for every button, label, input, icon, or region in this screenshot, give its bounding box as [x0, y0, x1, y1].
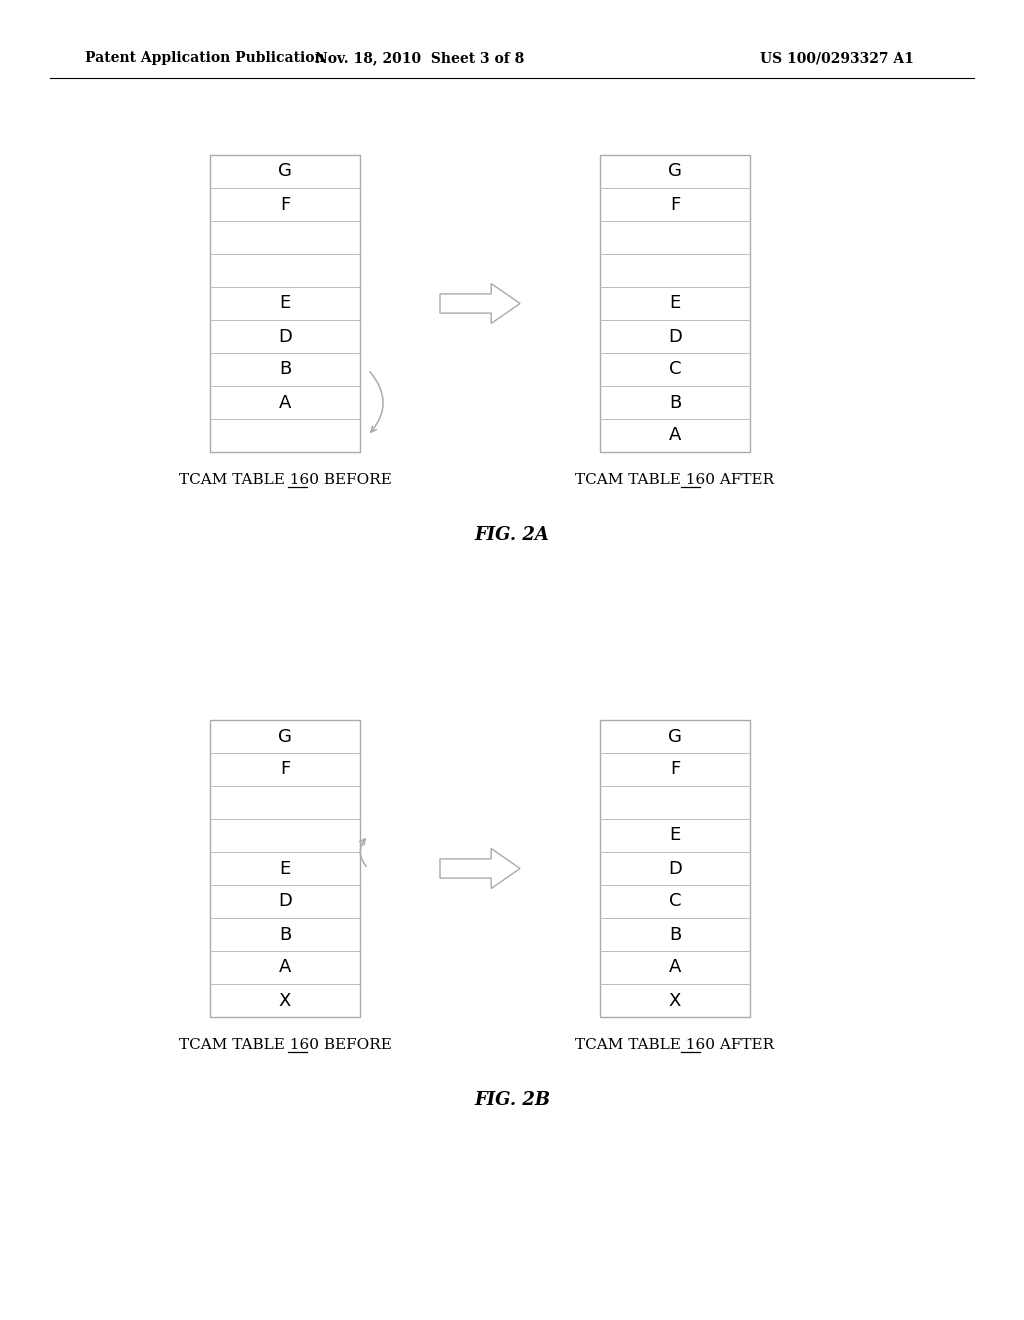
Text: B: B — [669, 925, 681, 944]
Text: E: E — [280, 294, 291, 313]
Text: G: G — [668, 162, 682, 181]
Bar — [600, 719, 750, 1016]
Text: TCAM TABLE 160 AFTER: TCAM TABLE 160 AFTER — [575, 1038, 774, 1052]
Text: Patent Application Publication: Patent Application Publication — [85, 51, 325, 65]
Bar — [210, 154, 360, 451]
Text: C: C — [669, 360, 681, 379]
Text: E: E — [670, 294, 681, 313]
Text: US 100/0293327 A1: US 100/0293327 A1 — [760, 51, 913, 65]
Text: FIG. 2A: FIG. 2A — [474, 525, 550, 544]
Text: A: A — [279, 958, 291, 977]
Bar — [600, 154, 750, 451]
Text: F: F — [280, 195, 290, 214]
Polygon shape — [440, 284, 520, 323]
Text: G: G — [279, 162, 292, 181]
Text: A: A — [279, 393, 291, 412]
Text: B: B — [279, 360, 291, 379]
Text: FIG. 2B: FIG. 2B — [474, 1092, 550, 1109]
Text: E: E — [670, 826, 681, 845]
Text: F: F — [670, 760, 680, 779]
Text: TCAM TABLE 160 BEFORE: TCAM TABLE 160 BEFORE — [178, 473, 391, 487]
Text: B: B — [669, 393, 681, 412]
Text: D: D — [279, 892, 292, 911]
Text: TCAM TABLE 160 BEFORE: TCAM TABLE 160 BEFORE — [178, 1038, 391, 1052]
Text: G: G — [279, 727, 292, 746]
Text: G: G — [668, 727, 682, 746]
Text: X: X — [279, 991, 291, 1010]
Bar — [210, 719, 360, 1016]
Text: E: E — [280, 859, 291, 878]
Text: B: B — [279, 925, 291, 944]
Text: X: X — [669, 991, 681, 1010]
Text: A: A — [669, 426, 681, 445]
Text: D: D — [279, 327, 292, 346]
Text: TCAM TABLE 160 AFTER: TCAM TABLE 160 AFTER — [575, 473, 774, 487]
Text: D: D — [668, 327, 682, 346]
Text: Nov. 18, 2010  Sheet 3 of 8: Nov. 18, 2010 Sheet 3 of 8 — [315, 51, 524, 65]
Text: F: F — [670, 195, 680, 214]
Text: F: F — [280, 760, 290, 779]
Text: A: A — [669, 958, 681, 977]
Text: C: C — [669, 892, 681, 911]
Polygon shape — [440, 849, 520, 888]
Text: D: D — [668, 859, 682, 878]
